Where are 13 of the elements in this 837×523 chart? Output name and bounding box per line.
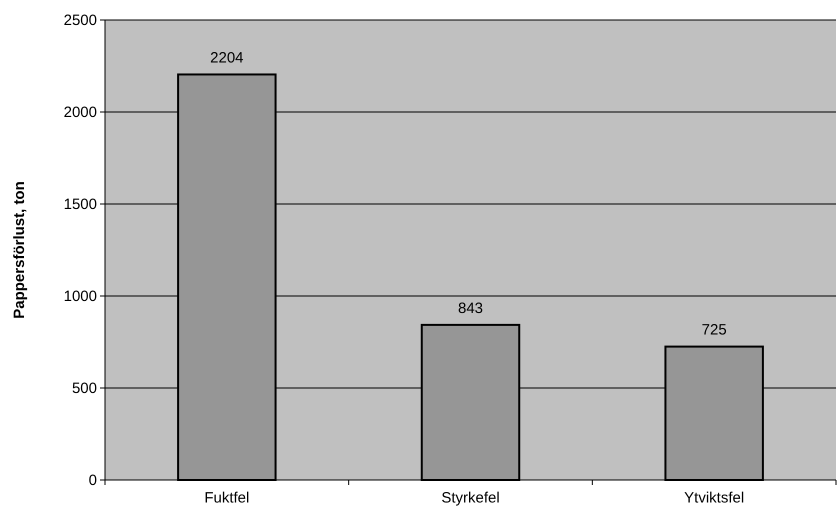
data-label: 843 [458, 300, 484, 317]
y-tick-label: 2500 [64, 12, 97, 29]
x-tick-label: Fuktfel [204, 490, 250, 507]
data-label: 725 [702, 322, 727, 339]
y-tick-label: 1500 [64, 196, 97, 213]
x-tick-label: Styrkefel [441, 490, 500, 507]
y-axis-title: Pappersförlust, ton [11, 181, 28, 319]
data-label: 2204 [210, 49, 244, 66]
y-tick-label: 500 [72, 380, 97, 397]
y-tick-label: 1000 [64, 288, 97, 305]
y-tick-label: 2000 [64, 104, 97, 121]
x-tick-label: Ytviktsfel [684, 490, 744, 507]
y-tick-label: 0 [88, 472, 97, 489]
